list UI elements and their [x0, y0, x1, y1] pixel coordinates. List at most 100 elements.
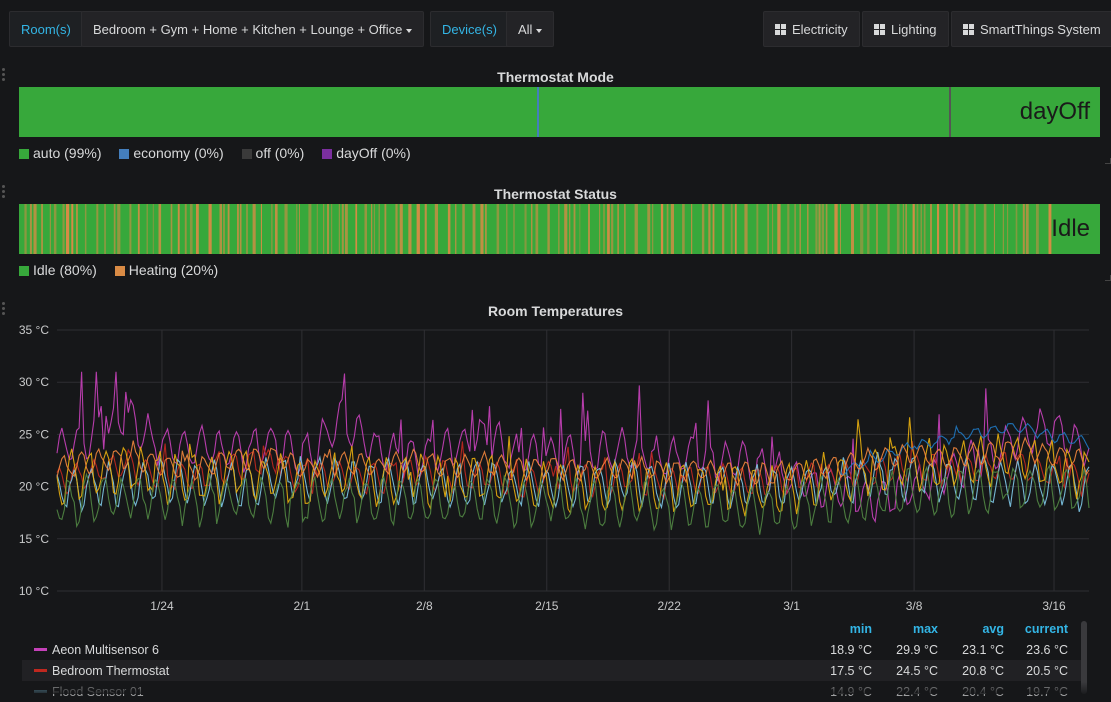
heating-interval [316, 204, 318, 254]
y-tick-label: 20 °C [19, 480, 49, 494]
dashboard-toolbar: Room(s) Bedroom + Gym + Home + Kitchen +… [0, 0, 1111, 58]
series-color-swatch [34, 669, 47, 672]
heating-interval [573, 204, 576, 254]
legend-table-row[interactable]: Aeon Multisensor 6 18.9 °C 29.9 °C 23.1 … [22, 639, 1086, 660]
heating-interval [722, 204, 725, 254]
link-smartthings-system-button[interactable]: SmartThings System [951, 11, 1111, 47]
rooms-variable-dropdown[interactable]: Bedroom + Gym + Home + Kitchen + Lounge … [81, 11, 425, 47]
heating-interval [624, 204, 626, 254]
col-max-header[interactable]: max [912, 622, 938, 636]
heating-interval [323, 204, 325, 254]
heating-interval [953, 204, 955, 254]
heating-interval [338, 204, 340, 254]
panel-drag-handle[interactable] [2, 302, 6, 316]
caret-down-icon [536, 28, 543, 33]
series-current: 23.6 °C [1026, 643, 1068, 657]
link-electricity-label: Electricity [792, 22, 848, 37]
heating-interval [1015, 204, 1018, 254]
heating-interval [834, 204, 838, 254]
panel-drag-handle[interactable] [2, 185, 6, 199]
thermostat-status-legend: Idle (80%) Heating (20%) [19, 262, 232, 278]
x-tick-label: 2/8 [416, 599, 433, 613]
heating-interval [912, 204, 915, 254]
heating-interval [219, 204, 222, 254]
room-temperatures-chart[interactable]: 10 °C 15 °C 20 °C 25 °C 30 °C 35 °C 1/24 2/1 2/8… [0, 318, 1111, 618]
heating-interval [588, 204, 590, 254]
heating-interval [896, 204, 900, 254]
heating-interval [535, 204, 539, 254]
heating-interval [33, 204, 37, 254]
panel-resize-handle[interactable] [1105, 275, 1111, 281]
heating-interval [825, 204, 828, 254]
legend-item[interactable]: Heating (20%) [114, 262, 218, 278]
heating-interval [84, 204, 87, 254]
devices-variable-dropdown[interactable]: All [506, 11, 555, 47]
heating-interval [607, 204, 610, 254]
legend-item[interactable]: auto (99%) [19, 145, 101, 161]
heating-interval [946, 204, 948, 254]
x-tick-label: 3/1 [783, 599, 800, 613]
heating-interval [371, 204, 373, 254]
link-electricity-button[interactable]: Electricity [763, 11, 860, 47]
heating-interval [787, 204, 790, 254]
heating-interval [647, 204, 651, 254]
legend-table-row[interactable]: Bedroom Thermostat 17.5 °C 24.5 °C 20.8 … [22, 660, 1086, 681]
col-current-header[interactable]: current [1024, 622, 1068, 636]
heating-interval [271, 204, 273, 254]
x-tick-label: 2/15 [535, 599, 559, 613]
heating-interval [579, 204, 581, 254]
panel-drag-handle[interactable] [2, 68, 6, 82]
series-min: 18.9 °C [830, 643, 872, 657]
series-max: 29.9 °C [896, 643, 938, 657]
col-avg-header[interactable]: avg [982, 622, 1004, 636]
series-line [56, 463, 1090, 535]
mode-segment-economy [537, 87, 539, 137]
heating-interval [1002, 204, 1004, 254]
legend-item[interactable]: off (0%) [241, 145, 304, 161]
x-tick-label: 1/24 [150, 599, 174, 613]
devices-variable-value: All [518, 22, 533, 37]
heating-interval [920, 204, 922, 254]
heating-interval [327, 204, 329, 254]
heating-interval [983, 204, 987, 254]
heating-interval [547, 204, 550, 254]
heating-interval [558, 204, 560, 254]
series-name[interactable]: Aeon Multisensor 6 [52, 643, 160, 657]
dashboard-grid-icon [775, 24, 786, 35]
heating-interval [308, 204, 312, 254]
heating-interval [331, 204, 333, 254]
heating-interval [364, 204, 367, 254]
series-name[interactable]: Bedroom Thermostat [52, 664, 170, 678]
y-tick-label: 15 °C [19, 532, 49, 546]
link-lighting-button[interactable]: Lighting [862, 11, 949, 47]
heating-interval [66, 204, 70, 254]
x-tick-label: 2/1 [294, 599, 311, 613]
devices-variable-label: Device(s) [430, 11, 509, 47]
legend-item[interactable]: dayOff (0%) [322, 145, 411, 161]
col-min-header[interactable]: min [849, 622, 872, 636]
heating-interval [399, 204, 403, 254]
y-tick-label: 35 °C [19, 323, 49, 337]
heating-interval [341, 204, 344, 254]
heating-interval [867, 204, 870, 254]
rooms-variable-label: Room(s) [9, 11, 83, 47]
heating-interval [146, 204, 148, 254]
legend-scrollbar[interactable] [1081, 621, 1087, 694]
y-tick-label: 30 °C [19, 375, 49, 389]
heating-interval [455, 204, 457, 254]
heating-interval [670, 204, 674, 254]
caret-down-icon [406, 28, 413, 33]
heating-interval [189, 204, 193, 254]
panel-resize-handle[interactable] [1105, 158, 1111, 164]
legend-item[interactable]: Idle (80%) [19, 262, 97, 278]
heating-interval [296, 204, 298, 254]
heating-interval [152, 204, 154, 254]
heating-interval [1022, 204, 1025, 254]
series-min: 17.5 °C [830, 664, 872, 678]
heating-interval [71, 204, 74, 254]
x-tick-label: 2/22 [658, 599, 682, 613]
heating-interval [887, 204, 890, 254]
legend-item[interactable]: economy (0%) [119, 145, 224, 161]
heating-interval [767, 204, 769, 254]
heating-interval [652, 204, 654, 254]
